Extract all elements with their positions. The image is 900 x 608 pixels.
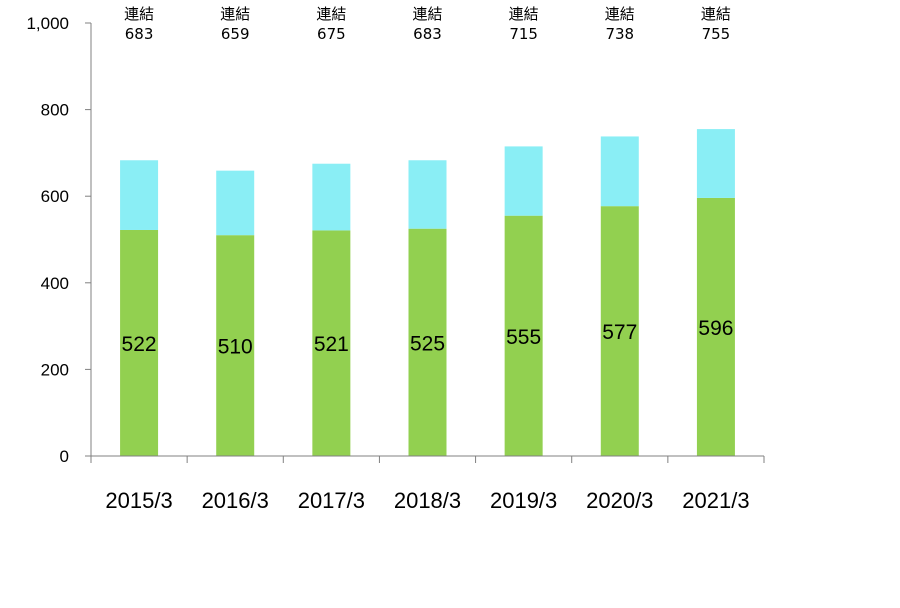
- bar-value-label-6: 596: [698, 317, 733, 340]
- x-tick-label-6: 2021/3: [682, 488, 749, 513]
- bar-value-label-3: 525: [410, 332, 445, 355]
- total-value-label-6: 755: [702, 25, 731, 43]
- bar-base-0: [120, 229, 159, 456]
- x-tick-label-3: 2018/3: [394, 488, 461, 513]
- bar-base-3: [408, 228, 447, 456]
- bar-value-label-2: 521: [314, 333, 349, 356]
- x-tick-label-0: 2015/3: [105, 488, 172, 513]
- bar-base-6: [696, 197, 735, 456]
- total-prefix-label-2: 連結: [316, 5, 346, 23]
- axes-group: [85, 22, 765, 463]
- bar-top-0: [120, 160, 159, 230]
- x-tick-label-4: 2019/3: [490, 488, 557, 513]
- bars-group: [120, 129, 735, 456]
- y-tick-label-5: 1,000: [26, 14, 69, 33]
- total-prefix-label-3: 連結: [412, 5, 442, 23]
- total-prefix-label-6: 連結: [701, 5, 731, 23]
- y-tick-label-1: 200: [41, 360, 69, 379]
- y-tick-label-2: 400: [41, 274, 69, 293]
- total-value-label-0: 683: [125, 25, 154, 43]
- total-value-label-4: 715: [509, 25, 538, 43]
- bar-base-2: [312, 230, 351, 456]
- total-prefix-label-0: 連結: [124, 5, 154, 23]
- total-value-label-2: 675: [317, 25, 346, 43]
- total-value-label-5: 738: [605, 25, 634, 43]
- bar-top-3: [408, 160, 447, 229]
- bar-top-5: [600, 136, 639, 207]
- bar-top-6: [696, 129, 735, 198]
- total-prefix-label-1: 連結: [220, 5, 250, 23]
- x-tick-label-5: 2020/3: [586, 488, 653, 513]
- total-prefix-label-5: 連結: [605, 5, 635, 23]
- bar-base-4: [504, 215, 543, 456]
- labels-group: 522 連結 683 2015/3 510 連結 659 2016/3 521 連結 675 2017…: [26, 5, 749, 513]
- bar-base-1: [216, 235, 255, 456]
- y-tick-label-3: 600: [41, 187, 69, 206]
- y-tick-label-4: 800: [41, 101, 69, 120]
- bar-base-5: [600, 206, 639, 456]
- bar-top-2: [312, 163, 351, 231]
- total-prefix-label-4: 連結: [509, 5, 539, 23]
- bar-top-4: [504, 146, 543, 216]
- bar-value-label-1: 510: [218, 336, 253, 359]
- bar-value-label-4: 555: [506, 326, 541, 349]
- y-tick-label-0: 0: [60, 447, 69, 466]
- total-value-label-1: 659: [221, 25, 250, 43]
- total-value-label-3: 683: [413, 25, 442, 43]
- bar-value-label-0: 522: [122, 333, 157, 356]
- bar-value-label-5: 577: [602, 321, 637, 344]
- x-tick-label-2: 2017/3: [298, 488, 365, 513]
- bar-top-1: [216, 170, 255, 236]
- x-tick-label-1: 2016/3: [202, 488, 269, 513]
